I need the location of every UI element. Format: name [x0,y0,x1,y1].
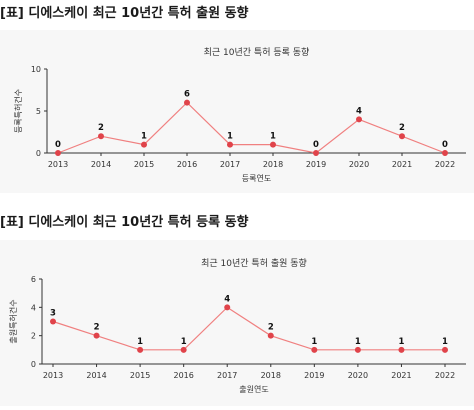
data-point [398,346,405,353]
data-point [313,150,319,156]
y-tick-label: 0 [36,149,41,158]
x-tick-label: 2016 [173,371,193,380]
data-label: 2 [98,123,104,133]
x-tick-label: 2017 [217,371,237,380]
data-point [356,116,362,123]
series-line [57,101,446,154]
data-point [137,346,144,353]
data-point [442,346,448,353]
data-label: 2 [399,123,405,133]
section-heading-applications: [표] 디에스케이 최근 10년간 특허 출원 동향 [0,6,249,21]
x-tick-label: 2021 [392,160,412,169]
data-label: 1 [311,337,317,347]
x-tick-label: 2020 [348,371,368,380]
x-tick-label: 2013 [43,371,63,380]
y-tick-label: 4 [31,303,36,312]
data-label: 1 [227,132,233,142]
data-point [267,332,274,339]
data-label: 0 [55,140,61,150]
y-tick-label: 6 [31,275,36,284]
data-label: 1 [398,337,404,347]
data-point [98,133,104,140]
data-label: 1 [137,337,143,347]
chart-panel-registrations: 최근 10년간 특허 등록 동향 0 5 10 2013 2014 2015 2016 2017… [0,30,474,193]
x-tick-label: 2020 [349,160,369,169]
data-point [311,346,318,353]
data-point [354,346,361,353]
data-point [224,304,231,311]
data-point [55,150,61,156]
x-tick-label: 2019 [304,371,324,380]
section-heading-registrations: [표] 디에스케이 최근 10년간 특허 등록 동향 [0,215,249,230]
x-tick-label: 2014 [91,160,111,169]
y-tick-label: 0 [31,360,36,369]
x-tick-label: 2022 [435,371,455,380]
data-point [50,318,56,325]
x-tick-label: 2019 [306,160,326,169]
x-tick-label: 2015 [130,371,150,380]
data-label: 4 [224,294,230,304]
y-axis-label: 등록특허건수 [13,89,23,133]
data-point [442,150,448,156]
y-tick-label: 5 [36,107,41,116]
x-tick-label: 2017 [220,160,240,169]
data-point [270,141,276,148]
data-point [180,346,187,353]
data-label: 1 [355,337,361,347]
x-tick-label: 2018 [263,160,283,169]
y-axis-label: 출원특허건수 [8,299,18,343]
x-tick-label: 2014 [86,371,106,380]
x-tick-label: 2013 [48,160,68,169]
data-label: 6 [184,90,190,100]
data-label: 0 [442,140,448,150]
chart-title: 최근 10년간 특허 출원 동향 [201,257,307,269]
chart-applications: 최근 10년간 특허 출원 동향 0 2 4 6 2013 2014 2015 2016 2017… [8,257,466,394]
x-axis-label: 출원연도 [239,384,268,394]
data-label: 2 [268,323,274,333]
data-point [184,99,190,106]
y-tick-label: 10 [31,65,41,74]
data-point [93,332,100,339]
x-tick-label: 2015 [134,160,154,169]
data-label: 1 [442,337,448,347]
data-label: 2 [94,323,100,333]
data-label: 1 [181,337,187,347]
y-tick-label: 2 [31,332,36,341]
x-tick-label: 2018 [261,371,281,380]
data-point [227,141,233,148]
chart-title: 최근 10년간 특허 등록 동향 [204,46,310,58]
data-point [141,141,147,148]
data-label: 1 [141,132,147,142]
data-label: 1 [270,132,276,142]
x-tick-label: 2016 [177,160,197,169]
chart-panel-applications: 최근 10년간 특허 출원 동향 0 2 4 6 2013 2014 2015 2016 2017… [0,240,474,406]
series-line [52,306,445,351]
data-label: 4 [356,106,362,116]
x-tick-label: 2021 [391,371,411,380]
data-label: 0 [313,140,319,150]
data-label: 3 [50,309,56,319]
x-tick-label: 2022 [435,160,455,169]
data-point [399,133,405,140]
x-axis-label: 등록연도 [242,174,271,183]
